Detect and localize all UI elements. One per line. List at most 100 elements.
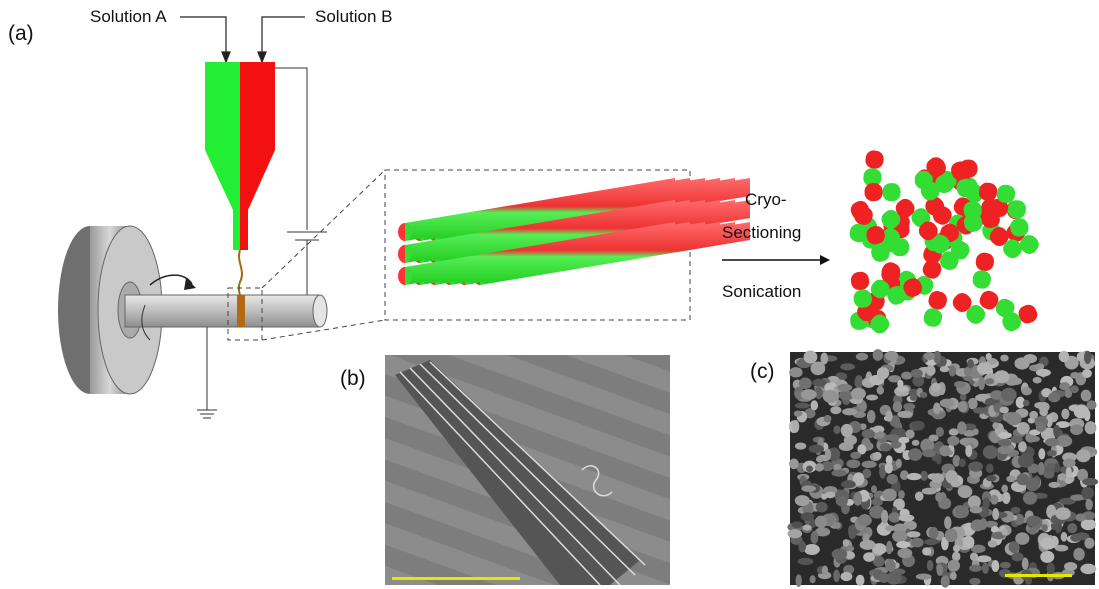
particle [878, 573, 890, 582]
particle [969, 578, 980, 585]
particle [1063, 459, 1076, 468]
input-label: Solution B [315, 7, 393, 26]
particle [842, 408, 857, 415]
particle [1009, 541, 1020, 553]
particle [1070, 425, 1083, 435]
particle [982, 563, 989, 574]
particle [951, 480, 960, 487]
scale-bar [1005, 574, 1072, 577]
nanorod [971, 251, 995, 290]
particle [915, 492, 924, 502]
particle [815, 463, 824, 472]
particle [953, 455, 961, 467]
particle [815, 516, 828, 528]
particle [997, 446, 1011, 454]
particle [926, 365, 936, 376]
particle [841, 480, 856, 488]
particle [1023, 491, 1037, 504]
particle [837, 384, 852, 392]
rod-half [971, 269, 992, 290]
particle [885, 462, 893, 473]
particle [963, 536, 974, 549]
particle [886, 541, 892, 554]
particle [1022, 387, 1032, 395]
particle [1023, 400, 1030, 407]
rod-end [398, 245, 405, 263]
particle [958, 401, 968, 412]
particle [965, 445, 972, 457]
nanorod [922, 289, 949, 329]
particle [983, 498, 990, 509]
particle [811, 531, 819, 544]
particle [970, 506, 983, 513]
particle [1085, 499, 1093, 510]
particle [862, 461, 877, 468]
circuit [275, 68, 307, 230]
particle [810, 361, 825, 375]
particle [1082, 478, 1098, 486]
particle [796, 574, 802, 586]
rod-half [922, 306, 944, 328]
particle [978, 377, 985, 391]
particle [877, 386, 884, 394]
particle [957, 421, 967, 434]
rod-end [398, 223, 405, 241]
particle [990, 495, 998, 505]
particle [851, 388, 866, 400]
particle [885, 351, 898, 361]
sem-image-b [385, 355, 670, 585]
rod-end [398, 267, 405, 285]
particle [1055, 545, 1069, 552]
particle [939, 445, 950, 456]
particle [927, 560, 934, 571]
particle [1084, 351, 1091, 364]
particle [903, 403, 915, 410]
particle [920, 392, 927, 398]
particle [1082, 369, 1092, 378]
particle [885, 525, 895, 531]
particle [830, 406, 841, 414]
particle [1000, 562, 1011, 569]
particle [1011, 435, 1023, 443]
particle [940, 366, 950, 372]
particle [882, 489, 896, 502]
particle [1074, 405, 1089, 419]
particle [885, 434, 900, 441]
nanorod [850, 271, 873, 309]
particle [1034, 402, 1046, 409]
particle [1085, 421, 1097, 434]
particle [833, 569, 840, 582]
particle [811, 400, 819, 410]
particle [825, 449, 831, 461]
panel-label: (b) [340, 367, 366, 390]
particle [1061, 532, 1068, 542]
particle [1045, 438, 1060, 447]
particle [912, 440, 920, 446]
particle [1036, 369, 1051, 377]
particle [823, 390, 838, 403]
particle [896, 385, 908, 391]
particle [1012, 552, 1024, 561]
particle [1049, 482, 1061, 488]
particle [969, 565, 982, 572]
particle [809, 445, 825, 453]
particle [801, 512, 815, 521]
particle [1029, 436, 1040, 442]
particle [987, 358, 997, 364]
particle [931, 383, 941, 392]
particle [873, 452, 881, 460]
particle [935, 492, 943, 502]
particle [1066, 466, 1072, 478]
particle [795, 442, 806, 449]
particle [856, 575, 865, 586]
particle [949, 365, 956, 376]
particle [841, 424, 853, 437]
sem-image-c [787, 349, 1098, 588]
particle [940, 399, 955, 408]
particle [973, 407, 988, 414]
particle [836, 496, 848, 507]
particle [947, 436, 959, 446]
particle [897, 411, 912, 418]
spinneret [205, 62, 275, 250]
particle [948, 560, 960, 572]
